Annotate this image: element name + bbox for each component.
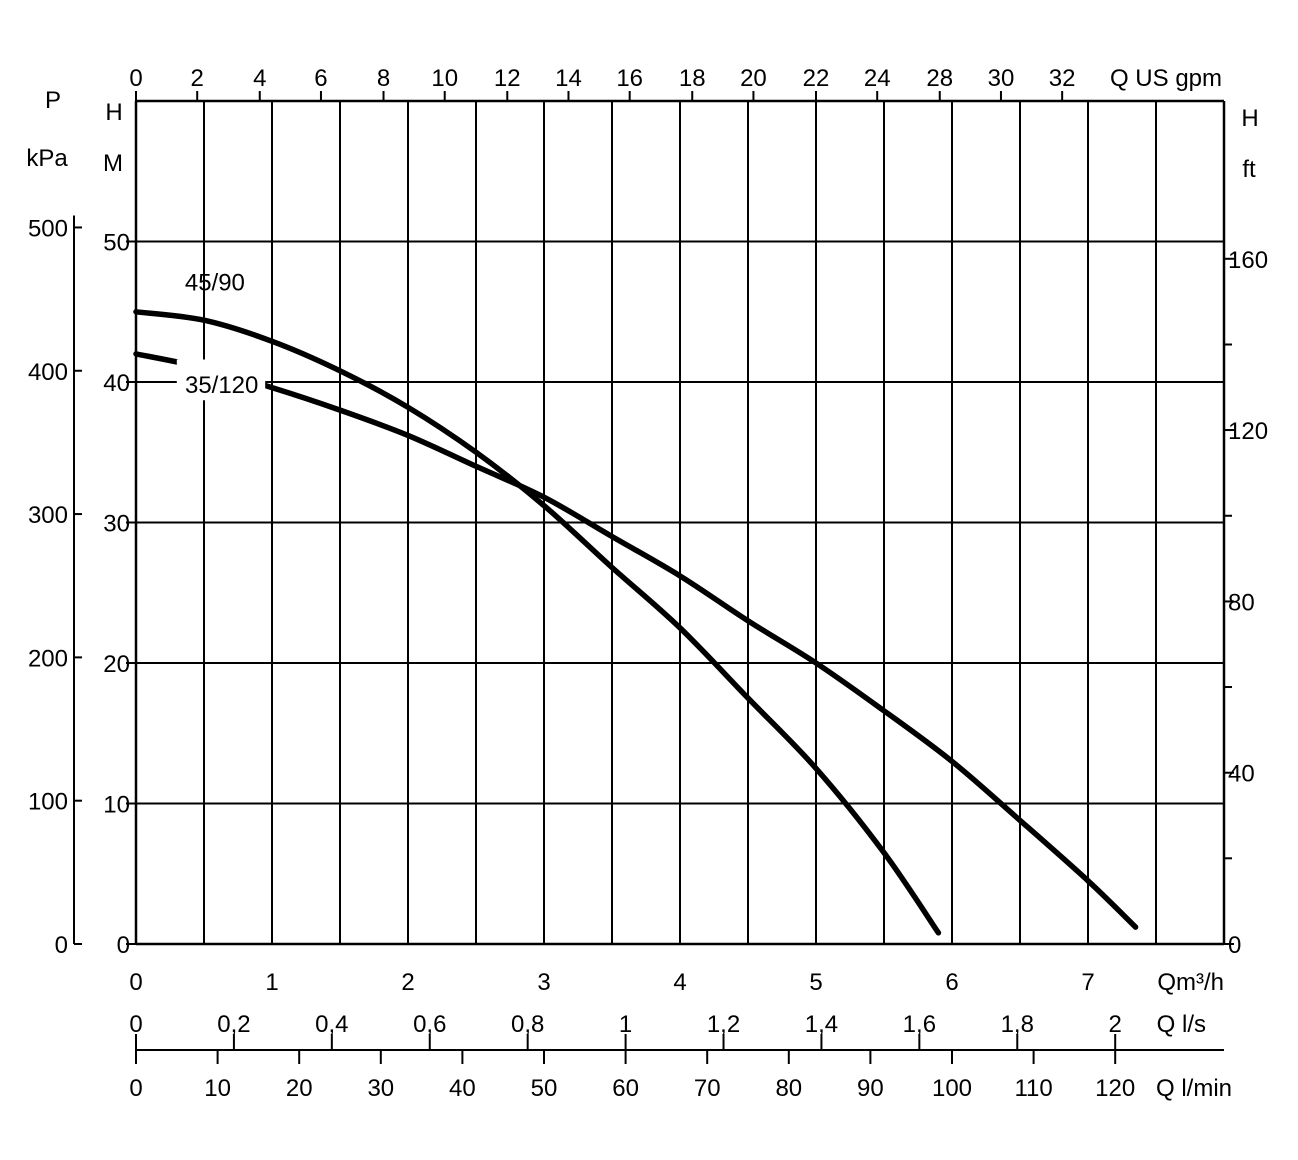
top-tick-label: 30 [988, 65, 1015, 92]
y-m-tick-label: 10 [103, 792, 130, 819]
lmin-tick-label: 30 [367, 1075, 394, 1102]
y-ft-tick-label: 0 [1228, 932, 1241, 959]
top-tick-label: 20 [740, 65, 767, 92]
lmin-axis-label: Q l/min [1156, 1075, 1232, 1102]
ls-tick-label: 1,2 [707, 1011, 740, 1038]
top-tick-label: 8 [377, 65, 390, 92]
y-ft-tick-label: 160 [1228, 247, 1268, 274]
y-kpa-tick-label: 300 [28, 502, 68, 529]
y-kpa-tick-label: 0 [55, 932, 68, 959]
y-kpa-label-top: P [45, 87, 61, 114]
y-kpa-tick-label: 200 [28, 645, 68, 672]
top-tick-label: 4 [253, 65, 266, 92]
top-tick-label: 32 [1049, 65, 1076, 92]
top-tick-label: 10 [431, 65, 458, 92]
lmin-tick-label: 40 [449, 1075, 476, 1102]
ls-tick-label: 1 [619, 1011, 632, 1038]
y-m-label-top: H [105, 99, 122, 126]
axes [73, 91, 1234, 1064]
x-tick-label: 2 [401, 969, 414, 996]
ls-tick-label: 0,6 [413, 1011, 446, 1038]
y-m-tick-label: 0 [117, 932, 130, 959]
series-label-35-120: 35/120 [185, 372, 258, 399]
top-tick-label: 22 [803, 65, 830, 92]
y-m-label-bottom: M [103, 150, 123, 177]
lmin-tick-label: 50 [531, 1075, 558, 1102]
y-ft-tick-label: 120 [1228, 418, 1268, 445]
top-tick-label: 0 [129, 65, 142, 92]
curve-35-120 [133, 351, 1139, 930]
y-m-tick-label: 50 [103, 230, 130, 257]
ls-tick-label: 1,6 [903, 1011, 936, 1038]
lmin-tick-label: 120 [1095, 1075, 1135, 1102]
y-ft-tick-label: 40 [1228, 761, 1255, 788]
y-ft-label-top: H [1241, 105, 1258, 132]
x-tick-label: 4 [673, 969, 686, 996]
series-label-backing [176, 359, 266, 401]
lmin-tick-label: 90 [857, 1075, 884, 1102]
lmin-tick-label: 20 [286, 1075, 313, 1102]
x-tick-label: 6 [945, 969, 958, 996]
top-tick-label: 14 [555, 65, 582, 92]
lmin-tick-label: 80 [775, 1075, 802, 1102]
ls-tick-label: 0,2 [217, 1011, 250, 1038]
curves [133, 309, 1139, 936]
top-tick-label: 24 [864, 65, 891, 92]
x-axis-label: Qm³/h [1157, 969, 1224, 996]
y-kpa-tick-label: 400 [28, 359, 68, 386]
top-tick-label: 16 [616, 65, 643, 92]
y-m-tick-label: 30 [103, 511, 130, 538]
ls-tick-label: 0,4 [315, 1011, 348, 1038]
ls-tick-label: 1,8 [1001, 1011, 1034, 1038]
ls-tick-label: 0 [129, 1011, 142, 1038]
lmin-tick-label: 100 [932, 1075, 972, 1102]
top-tick-label: 6 [314, 65, 327, 92]
x-tick-label: 5 [809, 969, 822, 996]
top-tick-label: 12 [494, 65, 521, 92]
top-tick-label: 2 [191, 65, 204, 92]
y-ft-label-bottom: ft [1242, 156, 1256, 183]
lmin-tick-label: 10 [204, 1075, 231, 1102]
y-kpa-tick-label: 500 [28, 215, 68, 242]
lmin-tick-label: 0 [129, 1075, 142, 1102]
top-tick-label: 28 [926, 65, 953, 92]
y-kpa-label-bottom: kPa [26, 145, 68, 172]
top-tick-label: 18 [679, 65, 706, 92]
y-ft-tick-label: 80 [1228, 589, 1255, 616]
y-kpa-tick-label: 100 [28, 789, 68, 816]
ls-axis-label: Q l/s [1157, 1011, 1206, 1038]
lmin-tick-label: 60 [612, 1075, 639, 1102]
grid-lines [136, 101, 1224, 944]
y-m-tick-label: 20 [103, 651, 130, 678]
lmin-tick-label: 70 [694, 1075, 721, 1102]
x-tick-label: 3 [537, 969, 550, 996]
x-tick-label: 1 [265, 969, 278, 996]
lmin-tick-label: 110 [1014, 1075, 1052, 1102]
y-m-tick-label: 40 [103, 370, 130, 397]
top-axis-label: Q US gpm [1110, 65, 1222, 92]
curve-45-90 [133, 309, 942, 936]
x-tick-label: 0 [129, 969, 142, 996]
ls-tick-label: 2 [1109, 1011, 1122, 1038]
series-label-45-90: 45/90 [185, 270, 245, 297]
ls-tick-label: 1,4 [805, 1011, 838, 1038]
ls-tick-label: 0,8 [511, 1011, 544, 1038]
x-tick-label: 7 [1081, 969, 1094, 996]
